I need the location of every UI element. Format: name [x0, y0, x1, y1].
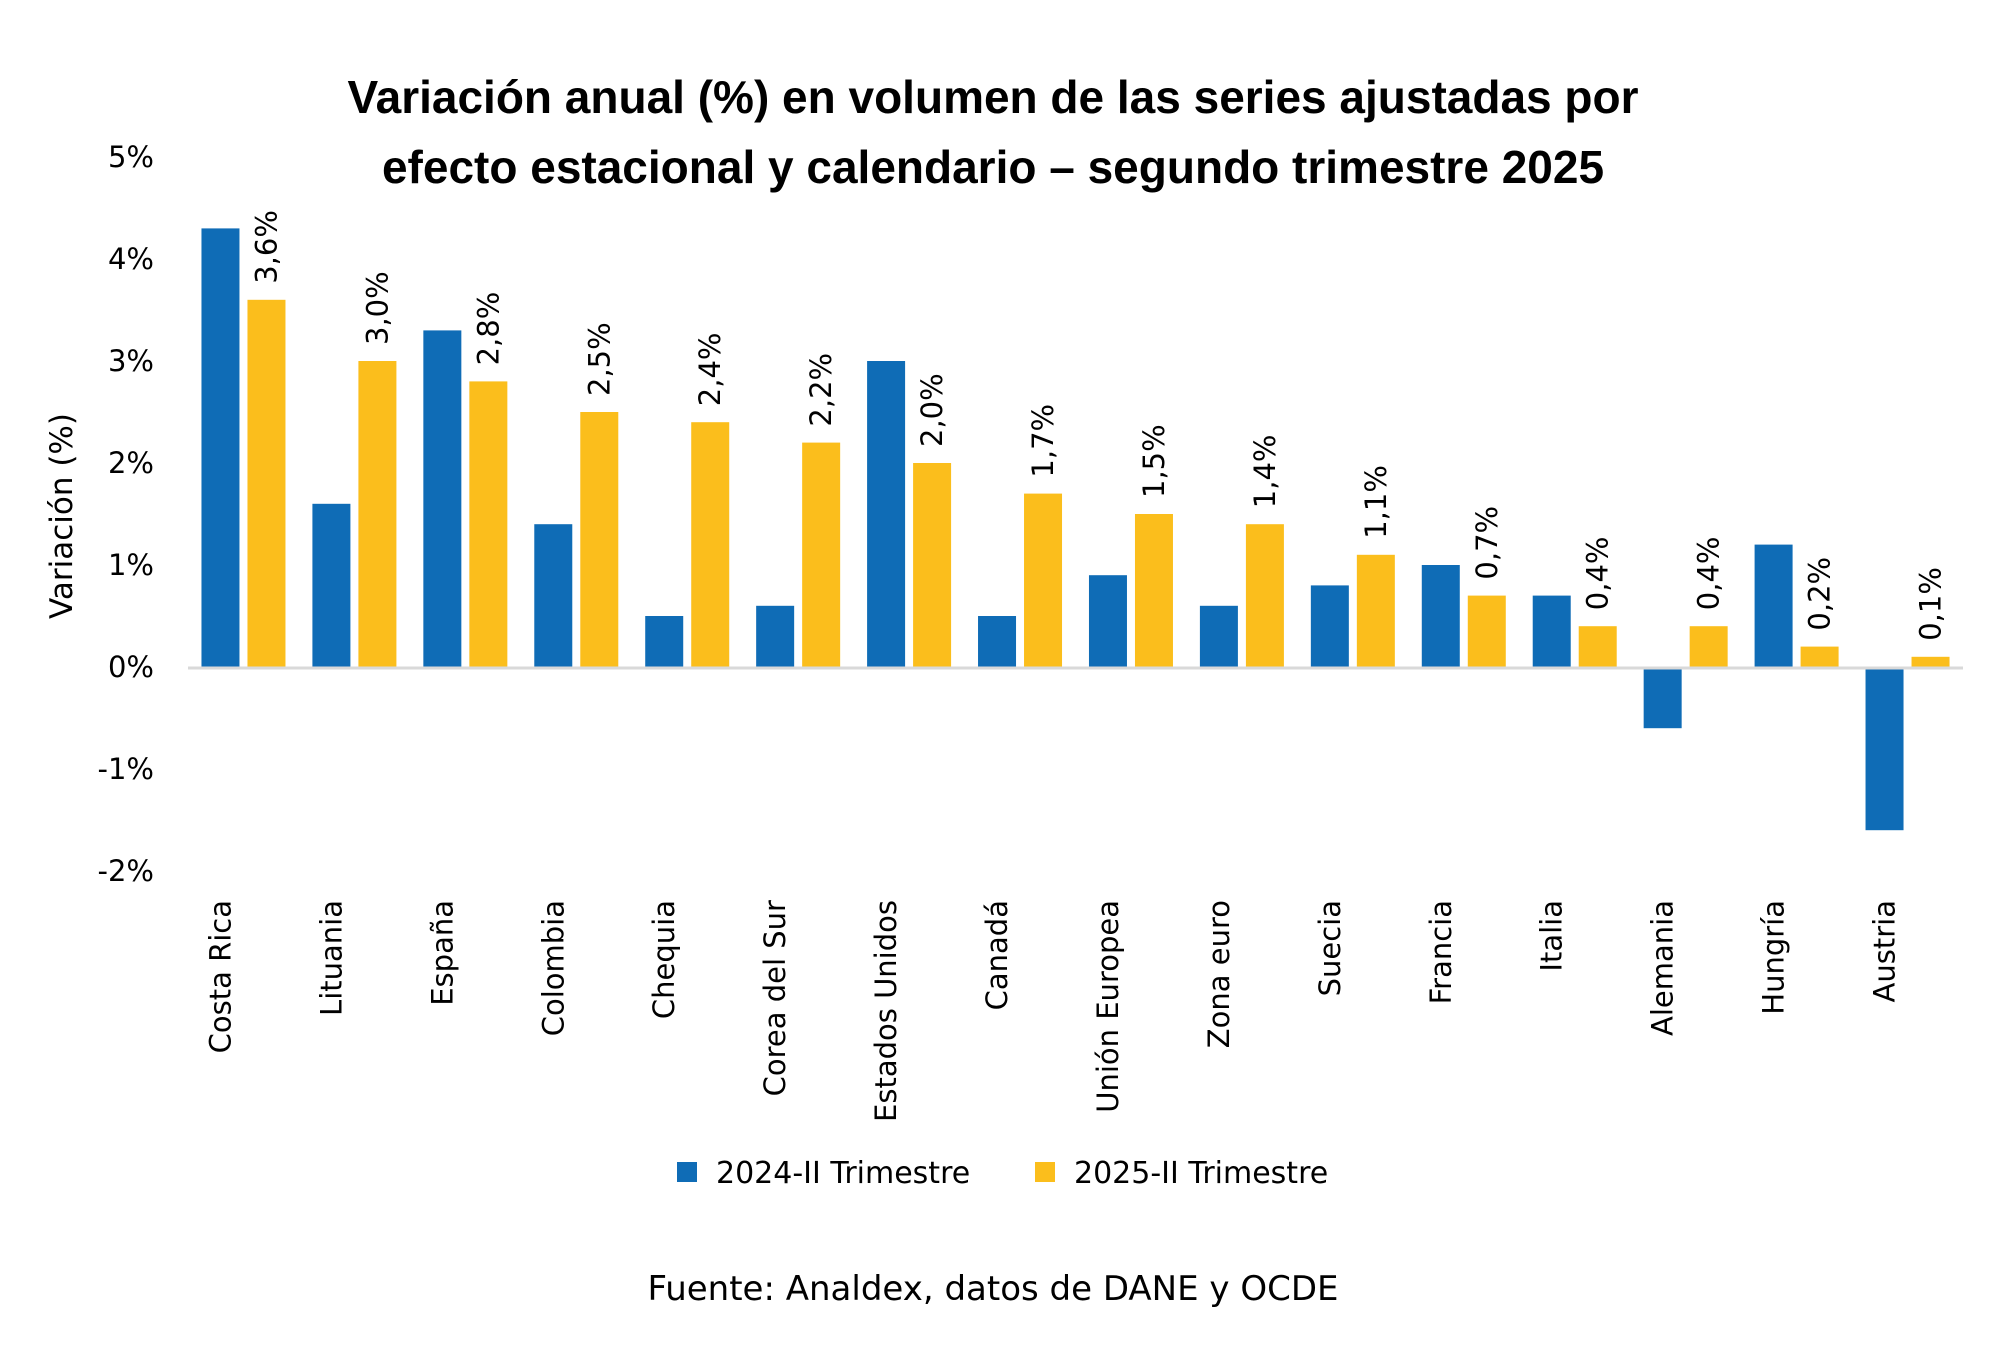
y-tick-label: 1% [108, 548, 154, 582]
bar-2025 [1911, 656, 1950, 667]
bar-2025 [1134, 514, 1173, 667]
y-axis-label: Variación (%) [44, 413, 80, 619]
x-category-label: Alemania [1646, 900, 1680, 1036]
bar-2024 [1199, 605, 1238, 667]
source-note: Fuente: Analdex, datos de DANE y OCDE [648, 1269, 1339, 1309]
data-label: 1,4% [1248, 435, 1282, 509]
y-tick-label: 4% [108, 242, 154, 276]
x-category-label: Corea del Sur [758, 900, 792, 1096]
chart-title-line-2: efecto estacional y calendario – segundo… [382, 141, 1604, 193]
bar-2025 [1578, 626, 1617, 667]
x-category-label: Estados Unidos [869, 900, 903, 1122]
y-tick-label: 0% [108, 650, 154, 684]
bar-2024 [201, 228, 240, 667]
data-label: 2,4% [693, 333, 727, 407]
data-label: 2,0% [915, 373, 949, 447]
x-category-label: Francia [1424, 900, 1458, 1004]
bar-2024 [1754, 544, 1793, 667]
bar-2024 [312, 503, 351, 667]
bar-2025 [1467, 595, 1506, 667]
x-category-label: Canadá [980, 900, 1014, 1010]
bar-2025 [580, 412, 619, 667]
legend-swatch-2025 [1035, 1162, 1055, 1182]
data-label: 1,7% [1026, 404, 1060, 478]
bar-2025 [802, 442, 841, 667]
bars [201, 228, 1950, 831]
bar-2025 [691, 422, 730, 667]
y-tick-label: -2% [98, 854, 154, 888]
bar-2025 [1356, 554, 1395, 667]
data-label: 2,8% [471, 292, 505, 366]
x-category-label: Italia [1535, 900, 1569, 972]
y-tick-label: -1% [98, 752, 154, 786]
bar-2024 [1310, 585, 1349, 667]
data-label: 1,5% [1137, 424, 1171, 498]
x-category-label: Lituania [314, 900, 348, 1016]
bar-2025 [1689, 626, 1728, 667]
bar-2024 [645, 616, 684, 667]
bar-2025 [247, 299, 286, 667]
bar-2024 [1088, 575, 1127, 667]
bar-2025 [1800, 646, 1839, 667]
bar-2025 [358, 361, 397, 667]
data-label: 2,5% [582, 322, 616, 396]
data-label: 0,4% [1692, 537, 1726, 611]
x-category-label: Unión Europea [1091, 900, 1125, 1113]
y-axis-ticks: 5% 4% 3% 2% 1% 0% -1% -2% [98, 140, 154, 888]
bar-2024 [1532, 595, 1571, 667]
data-label: 0,2% [1803, 557, 1837, 631]
bar-2024 [1643, 667, 1682, 729]
bar-2024 [1865, 667, 1904, 831]
chart-title: Variación anual (%) en volumen de las se… [347, 71, 1638, 193]
data-label: 1,1% [1359, 465, 1393, 539]
bar-2025 [1024, 493, 1063, 667]
x-category-label: Suecia [1313, 900, 1347, 996]
data-label: 0,7% [1470, 506, 1504, 580]
bar-2024 [423, 330, 462, 667]
bar-2024 [978, 616, 1017, 667]
bar-2024 [1421, 565, 1460, 667]
bar-2024 [756, 605, 795, 667]
bar-2025 [1245, 524, 1284, 667]
x-category-label: Zona euro [1202, 900, 1236, 1048]
y-tick-label: 3% [108, 344, 154, 378]
data-labels: 3,6% 3,0% 2,8% 2,5% 2,4% 2,2% 2,0% 1,7% 1,5% 1,4%… [249, 210, 1947, 641]
y-tick-label: 5% [108, 140, 154, 174]
bar-2025 [913, 463, 952, 667]
legend-label-2024: 2024-II Trimestre [716, 1156, 970, 1191]
data-label: 0,1% [1914, 567, 1948, 641]
data-label: 0,4% [1581, 537, 1615, 611]
bar-2024 [534, 524, 573, 667]
data-label: 3,0% [360, 271, 394, 345]
chart-title-line-1: Variación anual (%) en volumen de las se… [347, 71, 1638, 123]
bar-2024 [867, 361, 906, 667]
x-category-label: España [425, 900, 459, 1006]
legend: 2024-II Trimestre 2025-II Trimestre [677, 1156, 1328, 1191]
x-category-label: Chequia [647, 900, 681, 1019]
x-axis-categories: Costa Rica Lituania España Colombia Chequia C… [203, 900, 1901, 1122]
x-category-label: Austria [1868, 900, 1902, 1002]
y-tick-label: 2% [108, 446, 154, 480]
x-category-label: Colombia [536, 900, 570, 1036]
x-category-label: Costa Rica [203, 900, 237, 1053]
data-label: 2,2% [804, 353, 838, 427]
data-label: 3,6% [249, 210, 283, 284]
legend-swatch-2024 [677, 1162, 697, 1182]
x-category-label: Hungría [1757, 900, 1791, 1015]
bar-2025 [469, 381, 508, 667]
legend-label-2025: 2025-II Trimestre [1074, 1156, 1328, 1191]
